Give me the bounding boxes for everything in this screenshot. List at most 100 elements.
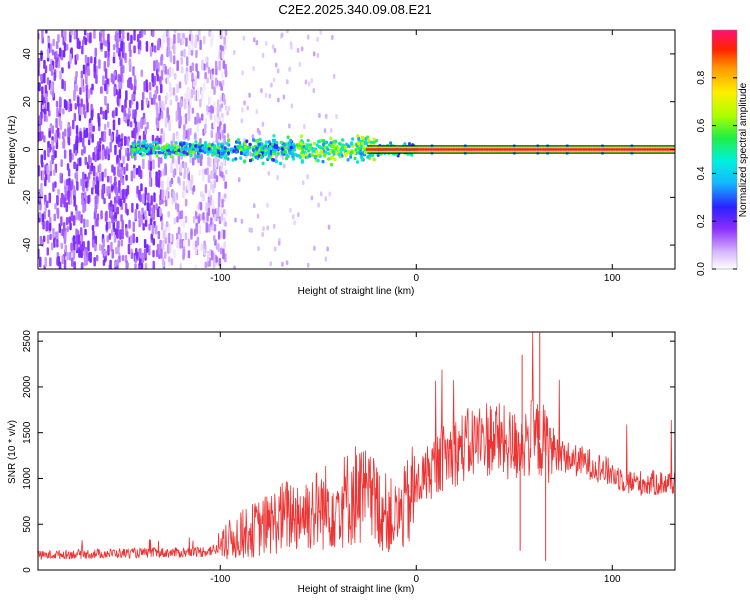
spectrogram-cell: [513, 148, 517, 151]
spectrogram-cell: [160, 248, 163, 259]
spectrogram-cell: [91, 187, 94, 195]
spectrogram-cell: [112, 119, 116, 131]
spectrogram-cell: [159, 157, 163, 164]
spectrogram-cell: [185, 152, 189, 156]
spectrogram-cell: [82, 39, 85, 46]
spectrogram-cell: [250, 227, 253, 233]
spectrogram-cell: [308, 147, 312, 151]
spectrogram-cell: [93, 63, 96, 72]
spectrogram-cell: [144, 187, 147, 196]
spectrogram-cell: [490, 146, 494, 149]
spectrogram-cell: [179, 163, 183, 173]
colorbar-tick-label: 0.6: [696, 118, 707, 132]
spectrogram-cell: [663, 146, 667, 149]
spectrogram-cell: [286, 79, 289, 85]
spectrogram-cell: [289, 41, 293, 47]
spectrogram-cell: [587, 146, 591, 149]
spectrogram-cell: [181, 66, 184, 74]
spectrogram-cell: [50, 65, 54, 76]
spectrogram-cell: [168, 120, 171, 132]
spectrogram-cell: [207, 147, 211, 151]
spectrogram-cell: [244, 145, 247, 149]
spectrogram-cell: [85, 181, 88, 189]
spectrogram-cell: [156, 74, 159, 82]
spectrogram-cell: [62, 138, 66, 149]
spectrogram-cell: [326, 246, 329, 252]
spectrogram-cell: [272, 77, 276, 83]
spectrogram-cell: [127, 79, 130, 88]
spectrogram-cell: [449, 146, 453, 149]
spectrogram-cell: [43, 72, 46, 84]
spectrogram-cell: [50, 242, 54, 251]
spectrogram-cell: [217, 99, 220, 107]
spectrogram-cell: [592, 150, 596, 153]
spectrogram-cell: [172, 87, 176, 96]
spectrogram-cell: [224, 105, 228, 111]
spectrogram-cell: [169, 147, 173, 151]
spectrogram-cell: [73, 88, 76, 99]
spectrogram-cell: [152, 250, 155, 258]
spectrogram-cell: [295, 143, 299, 147]
spectrogram-cell: [518, 148, 522, 151]
snr-y-label: SNR (10 * v/v): [7, 420, 18, 484]
spectrogram-cell: [324, 150, 328, 155]
spectrogram-cell: [135, 150, 139, 154]
spectrogram-cell: [175, 110, 179, 122]
spectrogram-cell: [41, 94, 44, 106]
spectrogram-cell: [152, 238, 155, 246]
spectrogram-cell: [136, 185, 139, 195]
spectrogram-cell: [544, 148, 548, 151]
spectrogram-cell: [307, 262, 310, 268]
y-tick-label: 1500: [22, 421, 33, 444]
spectrogram-cell: [477, 150, 481, 153]
spectrogram-cell: [475, 148, 479, 151]
spectrogram-cell: [258, 142, 261, 147]
spectrogram-cell: [275, 155, 278, 160]
spectrogram-cell: [656, 146, 660, 149]
x-tick-label: -100: [210, 273, 230, 284]
spectrogram-cell: [253, 37, 256, 43]
spectrogram-cell: [78, 210, 81, 221]
spectrogram-cell: [210, 130, 213, 139]
spectrogram-cell: [134, 208, 138, 220]
spectrogram-cell: [75, 173, 79, 184]
spectrogram-cell: [120, 138, 123, 147]
spectrogram-cell: [43, 135, 46, 143]
spectrogram-cell: [91, 133, 94, 143]
spectrogram-cell: [391, 146, 395, 149]
spectrogram-cell: [312, 88, 315, 94]
spectrogram-cell: [91, 83, 94, 91]
spectrogram-cell: [226, 110, 229, 116]
spectrogram-cell: [224, 193, 227, 199]
spectrogram-cell: [488, 148, 492, 151]
spectrogram-cell: [393, 146, 397, 149]
spectrogram-cell: [416, 148, 420, 151]
spectrogram-cell: [176, 232, 179, 241]
spectrogram-cell: [182, 116, 186, 125]
spectrogram-cell: [295, 153, 299, 158]
spectrogram-cell: [171, 150, 175, 154]
spectrogram-cell: [144, 219, 148, 227]
spectrogram-cell: [582, 148, 586, 151]
spectrogram-cell: [572, 146, 576, 149]
spectrogram-cell: [131, 150, 135, 155]
spectrogram-cell: [533, 150, 537, 153]
spectrogram-cell: [132, 221, 135, 233]
spectrogram-cell: [88, 132, 91, 140]
spectrogram-cell: [239, 156, 243, 160]
spectrogram-cell: [213, 224, 217, 232]
spectrogram-cell: [318, 154, 322, 158]
spectrogram-cell: [313, 245, 316, 251]
spectrogram-cell: [191, 107, 195, 114]
spectrogram-cell: [47, 102, 50, 112]
spectrogram-cell: [223, 146, 227, 150]
spectrogram-cell: [452, 150, 456, 153]
spectrogram-cell: [331, 35, 334, 40]
spectrogram-cell: [258, 137, 262, 142]
spectrogram-cell: [508, 146, 512, 149]
spectrogram-cell: [252, 145, 255, 150]
spectrogram-cell: [53, 71, 56, 82]
spectrogram-cell: [85, 127, 89, 138]
spectrogram-cell: [124, 99, 127, 109]
spectrogram-cell: [47, 37, 51, 45]
